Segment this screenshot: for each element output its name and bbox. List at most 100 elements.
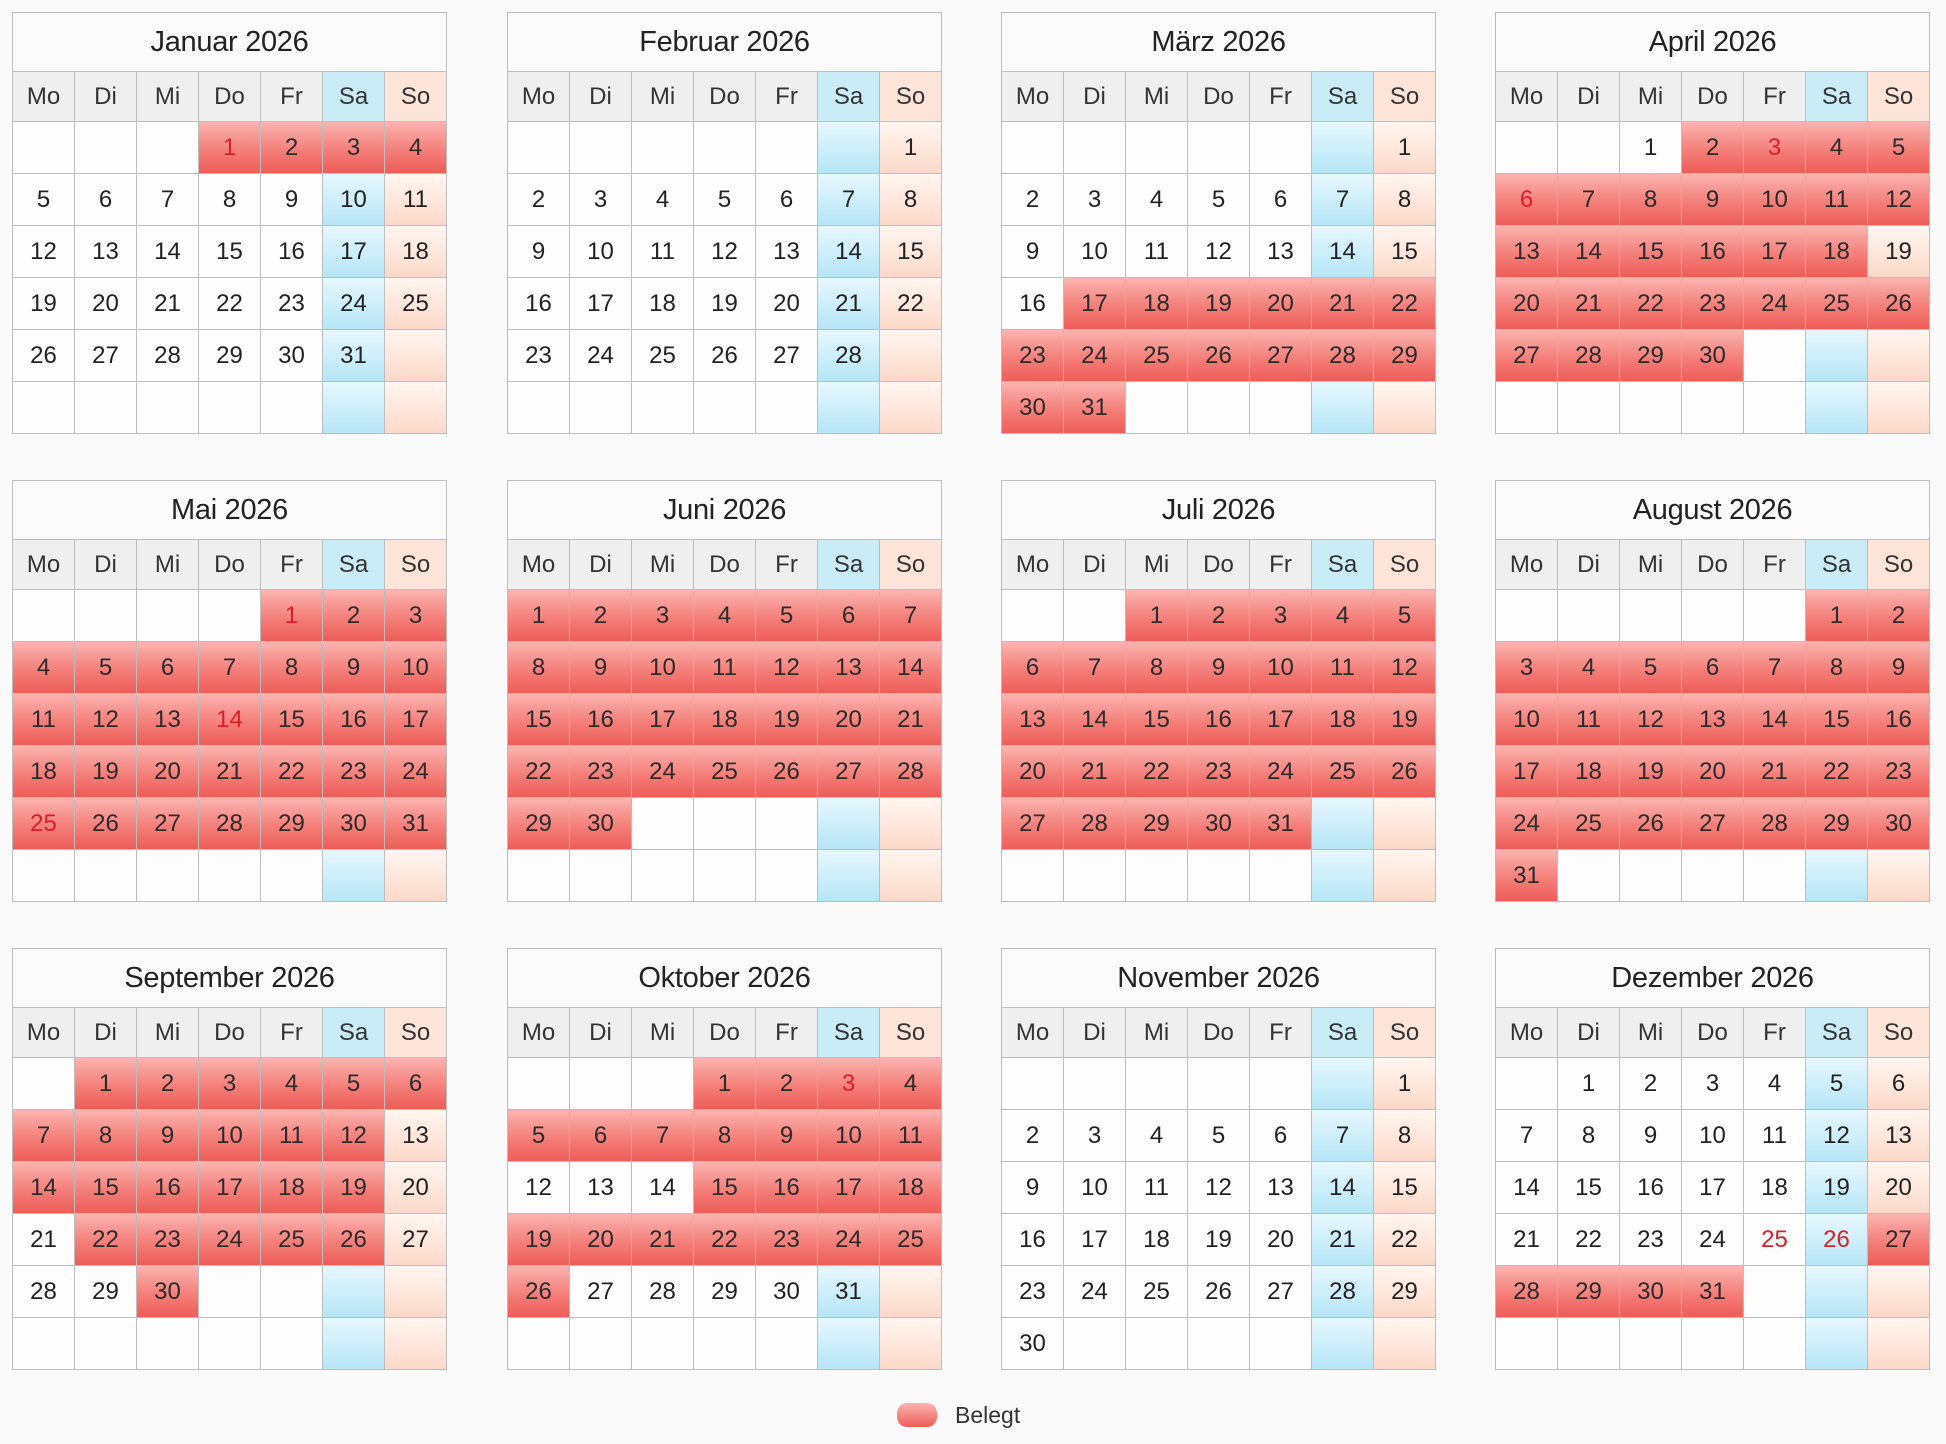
day-cell[interactable]: 26 [13,330,75,382]
day-cell[interactable]: 8 [261,642,323,694]
day-cell[interactable]: 21 [13,1214,75,1266]
day-cell[interactable]: 23 [1002,330,1064,382]
day-cell[interactable]: 26 [1188,330,1250,382]
day-cell[interactable]: 8 [1806,642,1868,694]
day-cell[interactable]: 27 [756,330,818,382]
day-cell[interactable]: 28 [1064,798,1126,850]
day-cell[interactable]: 12 [1806,1110,1868,1162]
day-cell[interactable]: 13 [1250,1162,1312,1214]
day-cell[interactable]: 2 [323,590,385,642]
day-cell[interactable]: 14 [818,226,880,278]
day-cell[interactable]: 17 [818,1162,880,1214]
day-cell[interactable]: 6 [1250,1110,1312,1162]
day-cell[interactable]: 15 [1620,226,1682,278]
day-cell[interactable]: 19 [756,694,818,746]
day-cell[interactable]: 27 [1496,330,1558,382]
day-cell[interactable]: 7 [1496,1110,1558,1162]
day-cell[interactable]: 9 [137,1110,199,1162]
day-cell[interactable]: 22 [1558,1214,1620,1266]
day-cell[interactable]: 23 [137,1214,199,1266]
day-cell[interactable]: 12 [508,1162,570,1214]
day-cell[interactable]: 28 [13,1266,75,1318]
day-cell[interactable]: 20 [385,1162,447,1214]
day-cell[interactable]: 10 [1744,174,1806,226]
day-cell[interactable]: 15 [261,694,323,746]
day-cell[interactable]: 17 [1744,226,1806,278]
day-cell[interactable]: 3 [1064,174,1126,226]
day-cell[interactable]: 16 [1682,226,1744,278]
day-cell[interactable]: 18 [632,278,694,330]
day-cell[interactable]: 3 [1744,122,1806,174]
day-cell[interactable]: 13 [1250,226,1312,278]
day-cell[interactable]: 5 [694,174,756,226]
day-cell[interactable]: 15 [1558,1162,1620,1214]
day-cell[interactable]: 18 [1312,694,1374,746]
day-cell[interactable]: 22 [1620,278,1682,330]
day-cell[interactable]: 27 [385,1214,447,1266]
day-cell[interactable]: 17 [385,694,447,746]
day-cell[interactable]: 21 [1064,746,1126,798]
day-cell[interactable]: 2 [570,590,632,642]
day-cell[interactable]: 27 [1868,1214,1930,1266]
day-cell[interactable]: 10 [1064,226,1126,278]
day-cell[interactable]: 11 [1126,226,1188,278]
day-cell[interactable]: 3 [385,590,447,642]
day-cell[interactable]: 28 [880,746,942,798]
day-cell[interactable]: 23 [1002,1266,1064,1318]
day-cell[interactable]: 2 [1868,590,1930,642]
day-cell[interactable]: 20 [1682,746,1744,798]
day-cell[interactable]: 2 [1188,590,1250,642]
day-cell[interactable]: 31 [1682,1266,1744,1318]
day-cell[interactable]: 30 [756,1266,818,1318]
day-cell[interactable]: 10 [1496,694,1558,746]
day-cell[interactable]: 17 [1496,746,1558,798]
day-cell[interactable]: 26 [1188,1266,1250,1318]
day-cell[interactable]: 9 [508,226,570,278]
day-cell[interactable]: 17 [199,1162,261,1214]
day-cell[interactable]: 21 [818,278,880,330]
day-cell[interactable]: 12 [756,642,818,694]
day-cell[interactable]: 29 [1126,798,1188,850]
day-cell[interactable]: 31 [385,798,447,850]
day-cell[interactable]: 27 [1682,798,1744,850]
day-cell[interactable]: 10 [570,226,632,278]
day-cell[interactable]: 19 [323,1162,385,1214]
day-cell[interactable]: 20 [1868,1162,1930,1214]
day-cell[interactable]: 2 [756,1058,818,1110]
day-cell[interactable]: 4 [1312,590,1374,642]
day-cell[interactable]: 16 [137,1162,199,1214]
day-cell[interactable]: 14 [13,1162,75,1214]
day-cell[interactable]: 1 [1620,122,1682,174]
day-cell[interactable]: 1 [1374,122,1436,174]
day-cell[interactable]: 25 [1806,278,1868,330]
day-cell[interactable]: 5 [1374,590,1436,642]
day-cell[interactable]: 10 [1250,642,1312,694]
day-cell[interactable]: 24 [1682,1214,1744,1266]
day-cell[interactable]: 14 [1064,694,1126,746]
day-cell[interactable]: 23 [756,1214,818,1266]
day-cell[interactable]: 3 [818,1058,880,1110]
day-cell[interactable]: 26 [1868,278,1930,330]
day-cell[interactable]: 8 [199,174,261,226]
day-cell[interactable]: 13 [385,1110,447,1162]
day-cell[interactable]: 23 [1868,746,1930,798]
day-cell[interactable]: 26 [323,1214,385,1266]
day-cell[interactable]: 23 [261,278,323,330]
day-cell[interactable]: 4 [1126,174,1188,226]
day-cell[interactable]: 1 [694,1058,756,1110]
day-cell[interactable]: 18 [1126,278,1188,330]
day-cell[interactable]: 15 [1126,694,1188,746]
day-cell[interactable]: 5 [508,1110,570,1162]
day-cell[interactable]: 25 [880,1214,942,1266]
day-cell[interactable]: 7 [1064,642,1126,694]
day-cell[interactable]: 2 [1002,174,1064,226]
day-cell[interactable]: 22 [508,746,570,798]
day-cell[interactable]: 24 [1496,798,1558,850]
day-cell[interactable]: 21 [632,1214,694,1266]
day-cell[interactable]: 8 [1126,642,1188,694]
day-cell[interactable]: 3 [1250,590,1312,642]
day-cell[interactable]: 2 [137,1058,199,1110]
day-cell[interactable]: 9 [1188,642,1250,694]
day-cell[interactable]: 21 [1312,278,1374,330]
day-cell[interactable]: 1 [1374,1058,1436,1110]
